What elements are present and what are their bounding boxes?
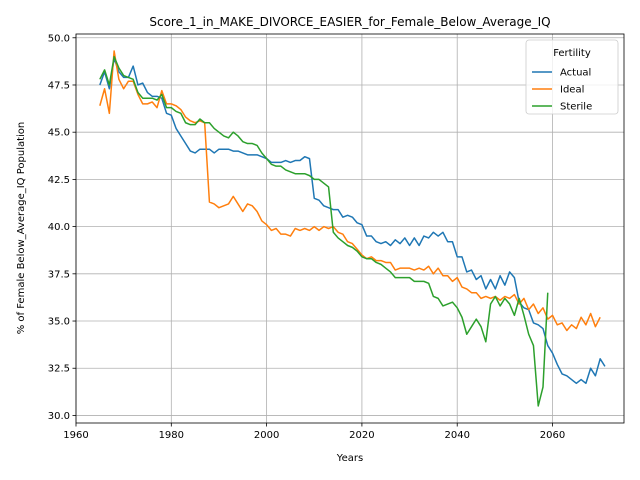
y-tick-label: 35.0 xyxy=(48,317,70,328)
y-axis-label: % of Female Below_Average_IQ Population xyxy=(16,122,27,335)
y-tick-label: 45.0 xyxy=(48,128,70,139)
y-tick-label: 37.5 xyxy=(48,269,70,280)
legend: Fertility Actual Ideal Sterile xyxy=(525,39,619,115)
y-tick-label: 42.5 xyxy=(48,175,70,186)
y-tick-label: 47.5 xyxy=(48,80,70,91)
x-axis-label: Years xyxy=(336,453,363,464)
x-axis: 1960 1980 2000 2020 2040 2060 xyxy=(63,423,565,441)
x-tick-label: 1980 xyxy=(159,430,184,441)
x-tick-label: 2020 xyxy=(349,430,374,441)
legend-box xyxy=(525,39,619,115)
y-tick-label: 30.0 xyxy=(48,411,70,422)
legend-label-ideal: Ideal xyxy=(560,85,584,96)
plot-frame xyxy=(75,33,625,424)
x-tick-label: 1960 xyxy=(63,430,88,441)
x-tick-label: 2060 xyxy=(540,430,565,441)
grid xyxy=(75,34,624,423)
series-line-ideal xyxy=(99,50,601,332)
y-axis: 30.0 32.5 35.0 37.5 40.0 42.5 45.0 47.5 50.0 xyxy=(48,33,76,422)
series-layer xyxy=(99,50,606,407)
legend-label-actual: Actual xyxy=(560,68,591,79)
legend-label-sterile: Sterile xyxy=(560,102,592,113)
series-line-sterile xyxy=(99,55,549,407)
y-tick-label: 40.0 xyxy=(48,222,70,233)
x-tick-label: 2000 xyxy=(254,430,279,441)
y-tick-label: 50.0 xyxy=(48,33,70,44)
y-tick-label: 32.5 xyxy=(48,364,70,375)
legend-title: Fertility xyxy=(553,48,591,59)
legend-entries: Actual Ideal Sterile xyxy=(532,68,592,113)
chart-title: Score_1_in_MAKE_DIVORCE_EASIER_for_Femal… xyxy=(149,15,550,29)
x-tick-label: 2040 xyxy=(444,430,469,441)
